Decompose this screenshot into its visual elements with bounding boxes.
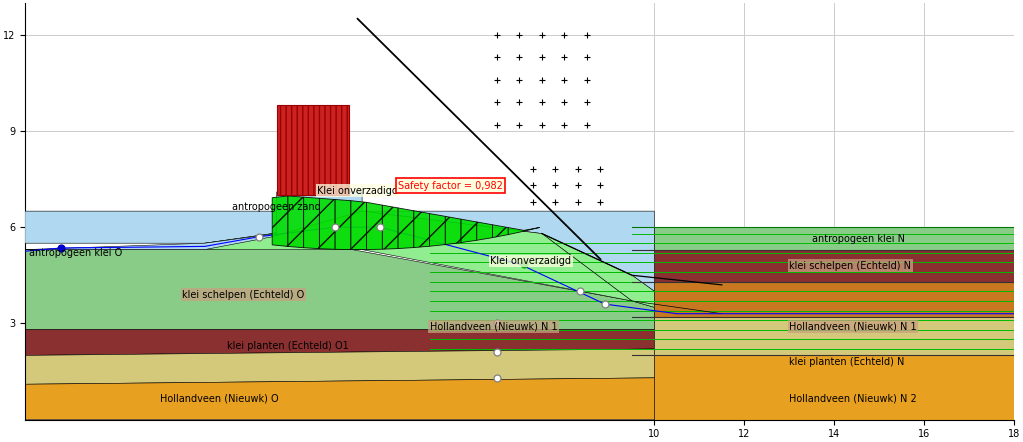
Text: Klei onverzadigd: Klei onverzadigd (317, 186, 398, 195)
Polygon shape (25, 211, 655, 291)
Text: antropogeen klei O: antropogeen klei O (30, 248, 123, 258)
Polygon shape (445, 216, 461, 244)
Bar (276, 105, 349, 195)
Polygon shape (25, 349, 655, 384)
Polygon shape (383, 205, 398, 249)
Polygon shape (336, 199, 351, 250)
Polygon shape (25, 211, 655, 307)
Polygon shape (477, 222, 492, 240)
Polygon shape (351, 201, 366, 250)
Polygon shape (287, 196, 304, 248)
Polygon shape (492, 225, 508, 238)
Polygon shape (25, 192, 362, 250)
Polygon shape (25, 243, 655, 330)
Polygon shape (272, 196, 287, 247)
Text: Klei onverzadigd: Klei onverzadigd (490, 256, 571, 266)
Polygon shape (655, 355, 1014, 419)
Text: Safety factor = 0,982: Safety factor = 0,982 (398, 181, 503, 191)
Text: Hollandveen (Nieuwk) O: Hollandveen (Nieuwk) O (160, 394, 278, 404)
Polygon shape (366, 202, 383, 250)
Polygon shape (25, 378, 655, 419)
Text: Hollandveen (Nieuwk) N 1: Hollandveen (Nieuwk) N 1 (790, 322, 917, 332)
Polygon shape (319, 198, 336, 249)
Polygon shape (430, 213, 445, 246)
Polygon shape (398, 208, 414, 248)
Text: antropogeen klei N: antropogeen klei N (812, 233, 904, 244)
Text: klei planten (Echteld) N: klei planten (Echteld) N (790, 357, 904, 367)
Polygon shape (524, 228, 540, 231)
Text: klei schelpen (Echteld) N: klei schelpen (Echteld) N (790, 261, 911, 271)
Polygon shape (508, 228, 524, 235)
Text: klei planten (Echteld) O1: klei planten (Echteld) O1 (227, 341, 349, 351)
Polygon shape (655, 282, 1014, 317)
Polygon shape (655, 227, 1014, 250)
Polygon shape (461, 219, 477, 243)
Polygon shape (25, 330, 655, 355)
Polygon shape (414, 211, 430, 248)
Polygon shape (304, 197, 319, 249)
Polygon shape (655, 317, 1014, 355)
Text: Hollandveen (Nieuwk) N 2: Hollandveen (Nieuwk) N 2 (790, 394, 917, 404)
Text: antropogeen zand: antropogeen zand (232, 202, 320, 212)
Polygon shape (655, 250, 1014, 282)
Text: klei schelpen (Echteld) O: klei schelpen (Echteld) O (182, 290, 305, 300)
Text: Hollandveen (Nieuwk) N 1: Hollandveen (Nieuwk) N 1 (430, 322, 558, 332)
